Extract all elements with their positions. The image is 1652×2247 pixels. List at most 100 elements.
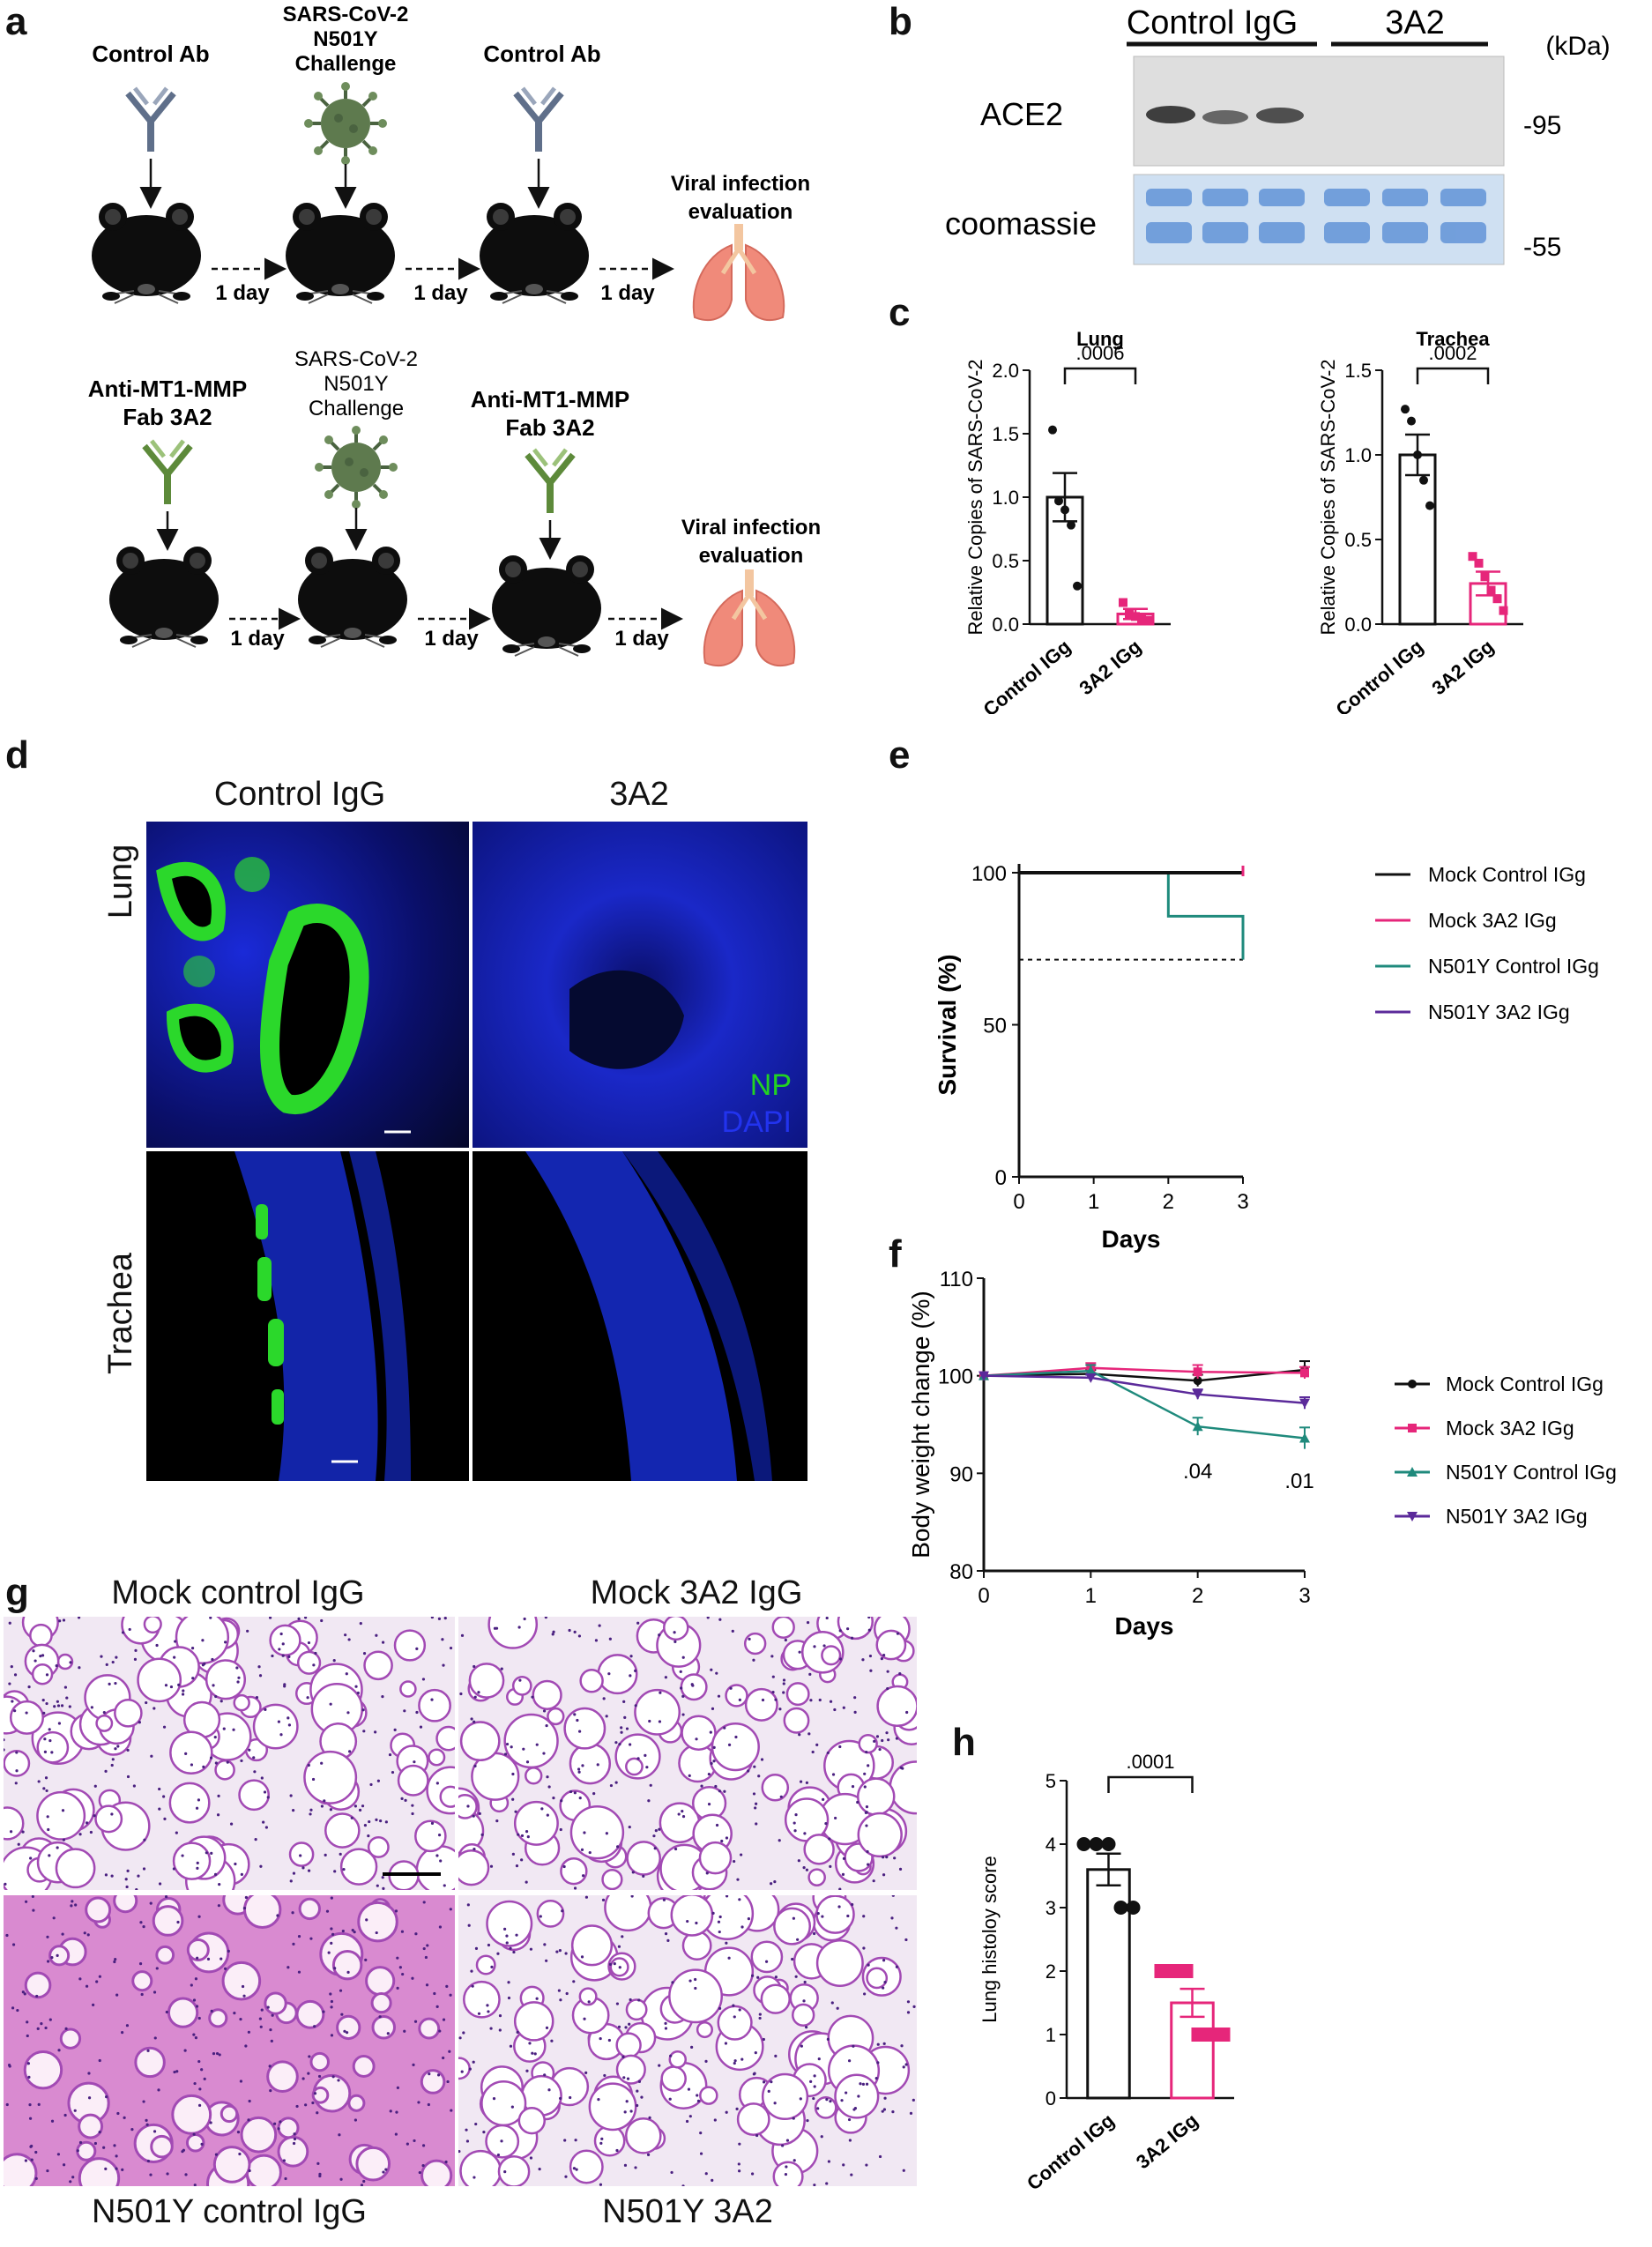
a-row1-ab2: Control Ab [483, 41, 600, 67]
alveolus [331, 1949, 363, 1981]
nucleus [205, 1851, 208, 1855]
nucleus [636, 2089, 639, 2093]
nucleus [902, 2065, 905, 2069]
nucleus [218, 2053, 221, 2057]
nucleus [852, 2044, 855, 2048]
nucleus [738, 1898, 741, 1901]
nucleus [403, 2029, 406, 2033]
nucleus [853, 1710, 857, 1714]
nucleus [705, 1871, 709, 1875]
alveolus [560, 1856, 588, 1886]
nucleus [681, 1655, 685, 1659]
data-point [1474, 558, 1484, 568]
nucleus [813, 2074, 816, 2078]
nucleus [522, 1747, 525, 1751]
nucleus [311, 1777, 316, 1782]
nucleus [289, 1794, 293, 1797]
nucleus [863, 1992, 867, 1996]
nucleus [78, 1833, 82, 1836]
nucleus [599, 2141, 603, 2145]
nucleus [622, 1700, 626, 1703]
nucleus [332, 1659, 336, 1663]
nucleus [466, 1804, 470, 1808]
nucleus [140, 1992, 144, 1997]
nucleus [498, 2014, 502, 2018]
nucleus [559, 1827, 562, 1832]
nucleus [747, 1769, 750, 1773]
nucleus [110, 1763, 114, 1767]
nucleus [162, 1795, 166, 1798]
alveolus [807, 1868, 826, 1886]
panel-label-b: b [889, 0, 912, 43]
nucleus [268, 1617, 272, 1619]
nucleus [287, 1723, 292, 1727]
nucleus [381, 1641, 385, 1644]
nucleus [301, 2077, 305, 2080]
nucleus [287, 1655, 291, 1658]
nucleus [543, 2073, 547, 2077]
nucleus [694, 1977, 697, 1982]
nucleus [68, 1705, 71, 1708]
nucleus [176, 1920, 180, 1924]
nucleus [811, 1750, 815, 1754]
nucleus [181, 2150, 184, 2154]
nucleus [209, 2121, 212, 2124]
nucleus [62, 2163, 66, 2167]
nucleus [197, 2059, 201, 2064]
nucleus [442, 1663, 445, 1667]
nucleus [546, 1775, 549, 1779]
nucleus [550, 2039, 554, 2042]
alveolus [760, 1983, 791, 2014]
nucleus [181, 1854, 184, 1857]
p-value: .0002 [1428, 342, 1477, 364]
nucleus [238, 2152, 242, 2156]
nucleus [279, 1632, 283, 1636]
nucleus [662, 1898, 666, 1901]
alveolus [357, 1901, 398, 1943]
nucleus [881, 2109, 884, 2113]
nucleus [445, 1984, 449, 1988]
nucleus [145, 2118, 148, 2122]
nucleus [601, 1898, 606, 1901]
nucleus [800, 2044, 803, 2048]
nucleus [421, 2164, 425, 2168]
alveolus [221, 1961, 262, 2001]
nucleus [472, 1814, 475, 1818]
nucleus [862, 1915, 866, 1918]
nucleus [364, 1958, 368, 1962]
nucleus [774, 2054, 778, 2058]
nucleus [446, 2080, 450, 2084]
y-tick-label: 3 [1046, 1897, 1056, 1919]
nucleus [664, 1932, 668, 1936]
series-line [983, 1366, 1306, 1377]
nucleus [720, 1839, 724, 1843]
nucleus [34, 2176, 38, 2180]
nucleus [56, 1846, 59, 1849]
nucleus [63, 1685, 68, 1689]
nucleus [473, 2176, 476, 2179]
nucleus [805, 1781, 809, 1784]
nucleus [269, 2089, 272, 2093]
nucleus [196, 1866, 199, 1871]
nucleus [602, 1697, 606, 1700]
nucleus [794, 1813, 798, 1817]
nucleus [190, 1983, 193, 1987]
alveolus [23, 2050, 63, 2090]
nucleus [320, 1618, 324, 1623]
alveolus [668, 2050, 688, 2069]
nucleus [608, 1962, 613, 1967]
nucleus [822, 1797, 825, 1801]
nucleus [130, 2128, 134, 2132]
data-point [1299, 1398, 1310, 1409]
nucleus [279, 1733, 283, 1737]
alveolus [143, 1617, 162, 1634]
nucleus [773, 1880, 777, 1884]
nucleus [71, 1900, 74, 1903]
nucleus [304, 2103, 308, 2107]
nucleus [191, 1677, 195, 1680]
alveolus [626, 1841, 662, 1876]
a-row2-ab1-2: Fab 3A2 [123, 404, 212, 430]
nucleus [283, 1685, 286, 1688]
nucleus [466, 1903, 470, 1907]
nucleus [413, 2020, 418, 2023]
